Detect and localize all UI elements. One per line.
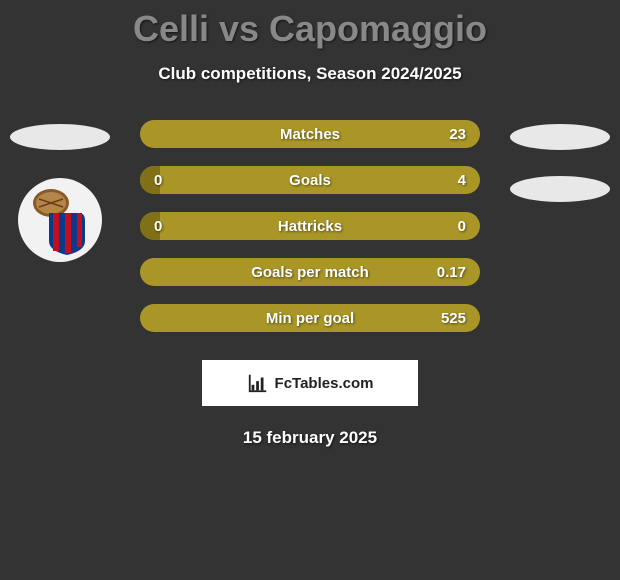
stat-right-value: 23 — [449, 126, 466, 143]
stat-label: Min per goal — [266, 310, 354, 327]
stat-pill: Matches 23 — [140, 120, 480, 148]
stat-pill: Goals per match 0.17 — [140, 258, 480, 286]
club-badge — [18, 178, 102, 262]
date-line: 15 february 2025 — [0, 428, 620, 448]
brand-text: FcTables.com — [275, 375, 374, 392]
club-crest-icon — [29, 185, 91, 255]
stat-right-value: 0.17 — [437, 264, 466, 281]
stat-label: Hattricks — [278, 218, 342, 235]
stat-pill: 0 Goals 4 — [140, 166, 480, 194]
subtitle: Club competitions, Season 2024/2025 — [0, 64, 620, 84]
stat-label: Goals per match — [251, 264, 369, 281]
player-left-avatar-placeholder — [10, 124, 110, 150]
stat-right-value: 0 — [458, 218, 466, 235]
stat-pill: Min per goal 525 — [140, 304, 480, 332]
player-right-avatar-placeholder-1 — [510, 124, 610, 150]
chart-icon — [247, 372, 269, 394]
stat-pill: 0 Hattricks 0 — [140, 212, 480, 240]
brand-box: FcTables.com — [202, 360, 418, 406]
stat-label: Matches — [280, 126, 340, 143]
stat-left-value: 0 — [154, 172, 162, 189]
page-title: Celli vs Capomaggio — [0, 0, 620, 50]
stat-right-value: 525 — [441, 310, 466, 327]
stat-left-value: 0 — [154, 218, 162, 235]
stat-right-value: 4 — [458, 172, 466, 189]
stat-label: Goals — [289, 172, 331, 189]
player-right-avatar-placeholder-2 — [510, 176, 610, 202]
